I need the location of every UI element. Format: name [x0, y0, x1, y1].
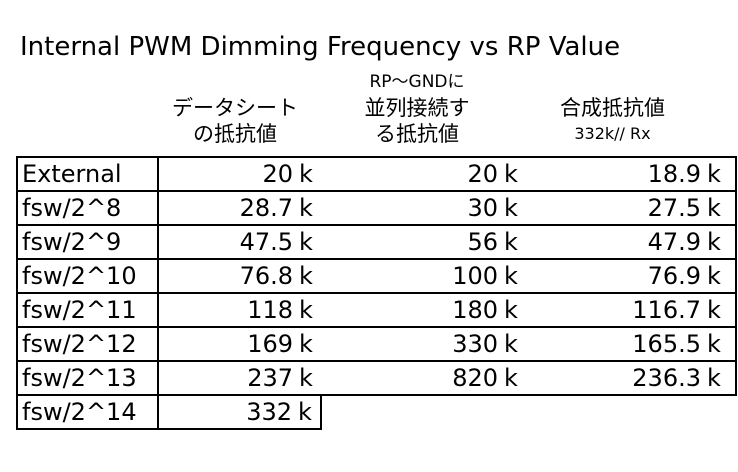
- header-combined-line1: 合成抵抗値: [560, 96, 665, 120]
- cell-value: 76.8: [239, 262, 293, 290]
- row-label: fsw/2^12: [16, 326, 159, 362]
- cell-datasheet: 28.7 k: [158, 190, 321, 226]
- row-label: fsw/2^8: [16, 190, 159, 226]
- cell-unit: k: [504, 364, 518, 392]
- cell-value: 332: [246, 398, 292, 426]
- header-datasheet-resistance: データシート の抵抗値: [150, 95, 320, 147]
- cell-unit: k: [299, 228, 313, 256]
- table-row: fsw/2^12 169 k 330 k 165.5 k: [16, 326, 737, 362]
- cell-unit: k: [504, 296, 518, 324]
- cell-value: 76.9: [647, 262, 701, 290]
- cell-datasheet: 76.8 k: [158, 258, 321, 294]
- sheet-title: Internal PWM Dimming Frequency vs RP Val…: [20, 32, 621, 62]
- cell-value: 330: [452, 330, 498, 358]
- cell-value: 20: [467, 160, 498, 188]
- cell-value: 18.9: [647, 160, 701, 188]
- cell-unit: k: [707, 160, 721, 188]
- cell-unit: k: [504, 330, 518, 358]
- cell-unit: k: [299, 296, 313, 324]
- cell-datasheet: 20 k: [158, 156, 321, 192]
- cell-parallel: 30 k: [321, 190, 528, 226]
- cell-datasheet: 169 k: [158, 326, 321, 362]
- cell-combined: 18.9 k: [528, 156, 737, 192]
- cell-value: 47.9: [647, 228, 701, 256]
- cell-value: 180: [452, 296, 498, 324]
- cell-datasheet: 332 k: [158, 394, 322, 430]
- cell-unit: k: [707, 228, 721, 256]
- cell-unit: k: [504, 262, 518, 290]
- cell-unit: k: [299, 194, 313, 222]
- row-label: fsw/2^14: [16, 394, 159, 430]
- table-row: fsw/2^11 118 k 180 k 116.7 k: [16, 292, 737, 328]
- cell-unit: k: [504, 160, 518, 188]
- header-parallel-line2: 並列接続す: [364, 96, 470, 120]
- cell-unit: k: [299, 330, 313, 358]
- cell-unit: k: [707, 364, 721, 392]
- cell-value: 118: [247, 296, 293, 324]
- header-datasheet-line2: の抵抗値: [193, 122, 277, 146]
- cell-datasheet: 47.5 k: [158, 224, 321, 260]
- cell-unit: k: [707, 330, 721, 358]
- cell-combined: [528, 394, 736, 429]
- cell-unit: k: [299, 364, 313, 392]
- header-parallel-line3: る抵抗値: [375, 122, 459, 146]
- cell-parallel: 100 k: [321, 258, 528, 294]
- cell-value: 30: [467, 194, 498, 222]
- cell-unit: k: [707, 262, 721, 290]
- cell-parallel: 330 k: [321, 326, 528, 362]
- cell-value: 165.5: [632, 330, 701, 358]
- cell-value: 820: [452, 364, 498, 392]
- table-row: fsw/2^9 47.5 k 56 k 47.9 k: [16, 224, 737, 260]
- row-label: External: [16, 156, 159, 192]
- cell-combined: 116.7 k: [528, 292, 737, 328]
- cell-parallel: 20 k: [321, 156, 528, 192]
- cell-value: 237: [247, 364, 293, 392]
- row-label: fsw/2^11: [16, 292, 159, 328]
- cell-value: 236.3: [632, 364, 701, 392]
- cell-value: 47.5: [239, 228, 293, 256]
- cell-unit: k: [504, 228, 518, 256]
- cell-unit: k: [299, 262, 313, 290]
- table-row: fsw/2^14 332 k: [16, 394, 736, 430]
- resistance-table: External 20 k 20 k 18.9 k fsw/2^8 28.7 k 30 k 27.5 k f…: [16, 156, 737, 430]
- table-row: External 20 k 20 k 18.9 k: [16, 156, 737, 192]
- cell-combined: 236.3 k: [528, 360, 737, 396]
- cell-unit: k: [504, 194, 518, 222]
- header-combined-resistance: 合成抵抗値 332k// Rx: [525, 95, 700, 147]
- cell-combined: 47.9 k: [528, 224, 737, 260]
- header-combined-line2: 332k// Rx: [574, 124, 651, 143]
- header-parallel-line1: RP〜GNDに: [369, 72, 465, 92]
- cell-unit: k: [707, 296, 721, 324]
- cell-parallel: 56 k: [321, 224, 528, 260]
- cell-value: 28.7: [239, 194, 293, 222]
- cell-value: 20: [262, 160, 293, 188]
- cell-parallel: [321, 394, 528, 429]
- cell-unit: k: [299, 160, 313, 188]
- cell-unit: k: [707, 194, 721, 222]
- cell-value: 116.7: [632, 296, 701, 324]
- cell-value: 27.5: [647, 194, 701, 222]
- table-row: fsw/2^8 28.7 k 30 k 27.5 k: [16, 190, 737, 226]
- cell-value: 56: [467, 228, 498, 256]
- row-label: fsw/2^9: [16, 224, 159, 260]
- cell-value: 100: [452, 262, 498, 290]
- cell-datasheet: 237 k: [158, 360, 321, 396]
- cell-parallel: 180 k: [321, 292, 528, 328]
- cell-datasheet: 118 k: [158, 292, 321, 328]
- cell-combined: 76.9 k: [528, 258, 737, 294]
- table-row: fsw/2^10 76.8 k 100 k 76.9 k: [16, 258, 737, 294]
- cell-combined: 27.5 k: [528, 190, 737, 226]
- header-datasheet-line1: データシート: [172, 96, 298, 120]
- header-parallel-resistance: RP〜GNDに 並列接続す る抵抗値: [322, 69, 512, 147]
- cell-combined: 165.5 k: [528, 326, 737, 362]
- cell-value: 169: [247, 330, 293, 358]
- row-label: fsw/2^13: [16, 360, 159, 396]
- table-row: fsw/2^13 237 k 820 k 236.3 k: [16, 360, 737, 396]
- cell-parallel: 820 k: [321, 360, 528, 396]
- cell-unit: k: [298, 398, 312, 426]
- row-label: fsw/2^10: [16, 258, 159, 294]
